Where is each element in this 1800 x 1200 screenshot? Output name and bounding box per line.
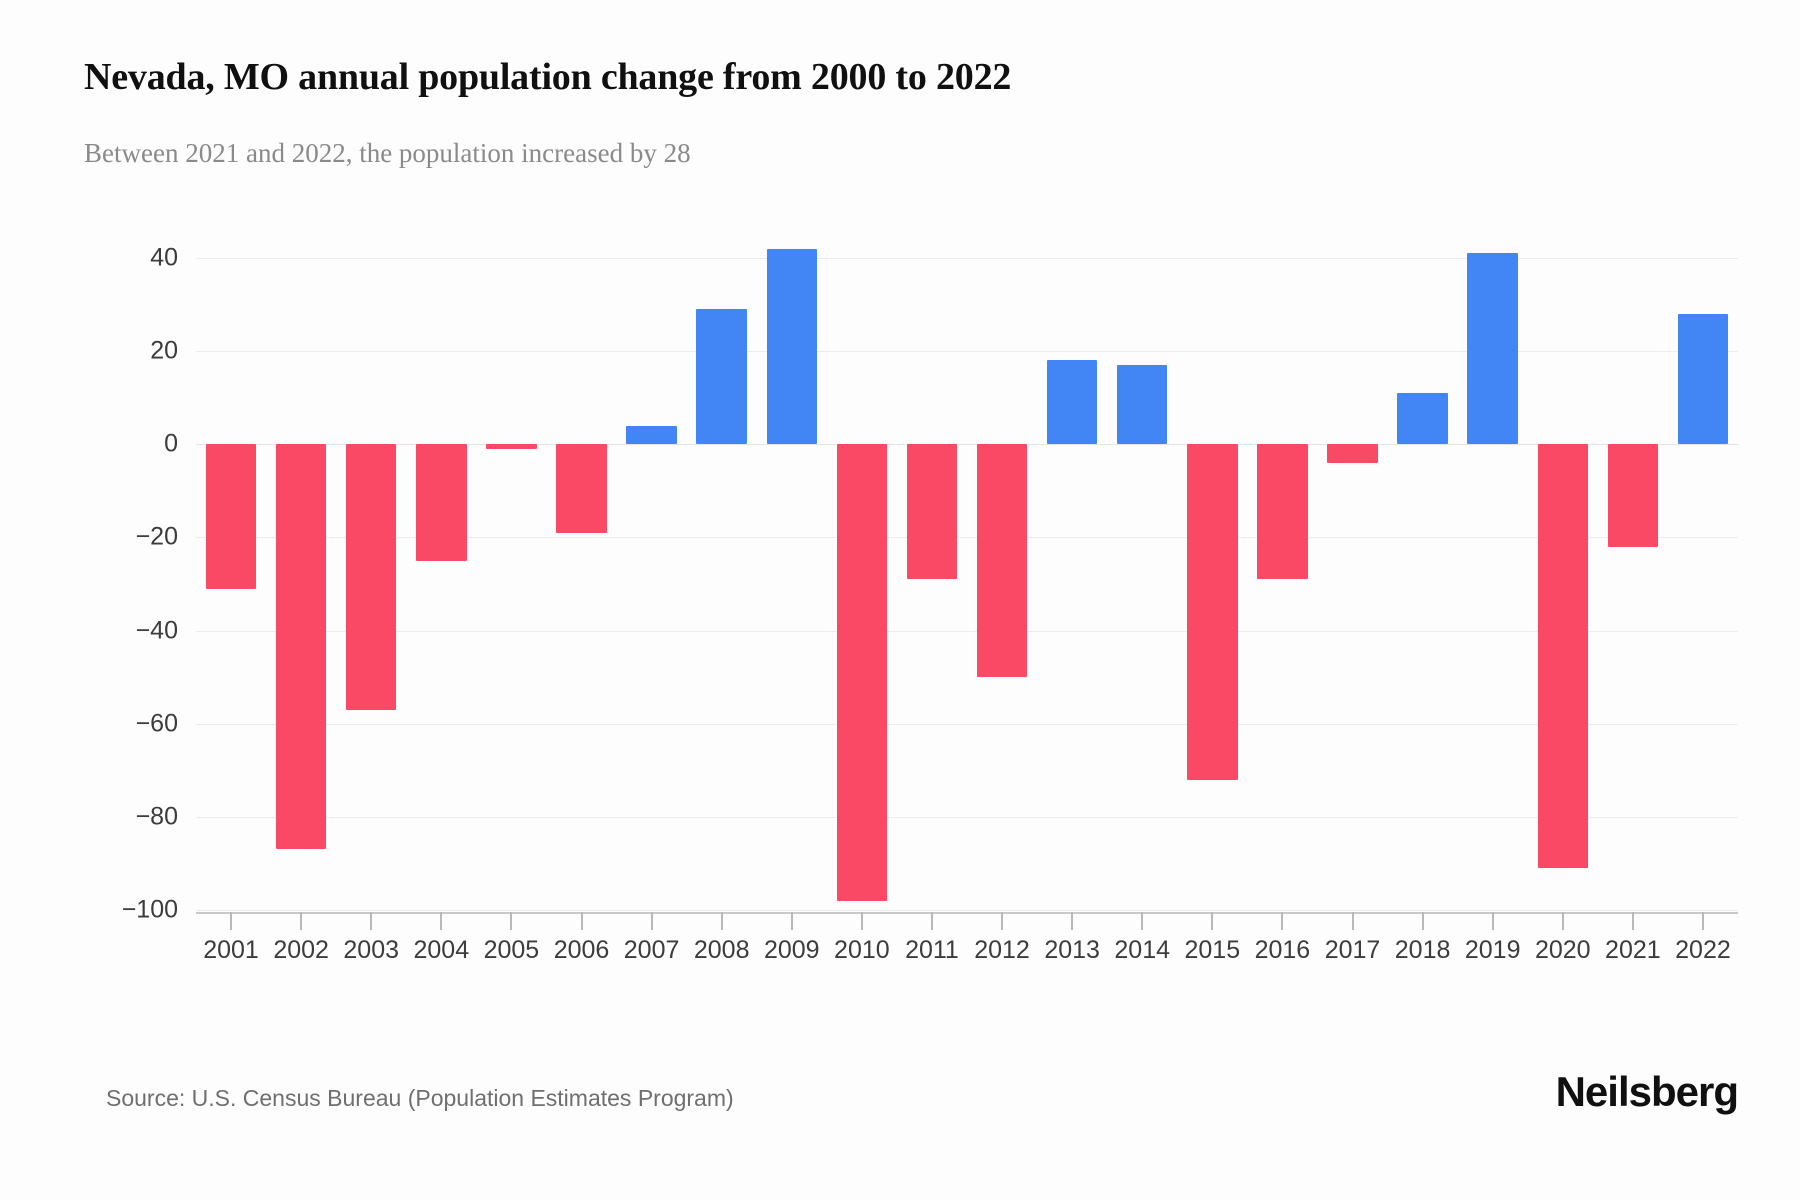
bar-2013[interactable] xyxy=(1046,360,1098,445)
x-axis-tick-label-2016: 2016 xyxy=(1254,936,1311,964)
gridline xyxy=(196,258,1738,259)
x-axis-tick-label-2004: 2004 xyxy=(413,936,470,964)
bar-2006[interactable] xyxy=(556,444,607,533)
x-axis-tick-label-2010: 2010 xyxy=(834,936,890,964)
bar-2004[interactable] xyxy=(416,444,467,561)
x-axis-tick-label-2005: 2005 xyxy=(483,936,540,964)
y-axis-tick-label: −40 xyxy=(135,616,178,645)
x-axis-tick-mark xyxy=(1631,912,1634,930)
bar-2012[interactable] xyxy=(976,444,1028,678)
bar-2002[interactable] xyxy=(275,444,327,850)
x-axis-tick-mark xyxy=(720,912,723,930)
plot-area xyxy=(196,248,1738,911)
x-axis-tick-label-2022: 2022 xyxy=(1675,936,1731,964)
bar-2009[interactable] xyxy=(766,248,817,445)
page-subtitle: Between 2021 and 2022, the population in… xyxy=(84,138,691,168)
x-axis-tick-mark xyxy=(580,912,583,930)
brand-logo: Neilsberg xyxy=(1555,1068,1739,1115)
x-axis-tick-mark xyxy=(1701,912,1704,930)
x-axis-tick-label-2014: 2014 xyxy=(1114,936,1171,964)
x-axis-tick-label-2011: 2011 xyxy=(905,936,959,964)
gridline xyxy=(196,537,1738,539)
x-axis-tick-label-2021: 2021 xyxy=(1605,936,1661,964)
bar-2014[interactable] xyxy=(1116,365,1168,445)
x-axis-tick-mark xyxy=(650,912,653,930)
bar-2007[interactable] xyxy=(626,425,677,445)
x-axis-line xyxy=(196,912,1738,914)
bar-2016[interactable] xyxy=(1257,444,1308,580)
x-axis-tick-label-2002: 2002 xyxy=(273,936,329,964)
gridline xyxy=(196,723,1738,725)
x-axis-tick-label-2009: 2009 xyxy=(763,936,820,964)
x-axis-tick-mark xyxy=(790,912,793,930)
x-axis-tick-label-2020: 2020 xyxy=(1534,936,1591,964)
bar-2022[interactable] xyxy=(1677,313,1729,445)
x-axis-tick-mark xyxy=(1001,912,1004,930)
gridline xyxy=(196,444,1738,446)
bar-2008[interactable] xyxy=(696,309,747,445)
x-axis-tick-label-2019: 2019 xyxy=(1464,936,1521,964)
x-axis-tick-mark xyxy=(1141,912,1144,930)
y-axis-tick-label: −80 xyxy=(135,802,178,831)
gridline xyxy=(196,351,1738,353)
bar-2005[interactable] xyxy=(486,444,537,449)
y-axis-tick-label: 20 xyxy=(150,336,178,365)
bar-2021[interactable] xyxy=(1607,444,1659,547)
x-axis-tick-label-2006: 2006 xyxy=(553,936,610,964)
x-axis-tick-mark xyxy=(510,912,513,930)
x-axis-tick-mark xyxy=(1421,912,1424,930)
y-axis-tick-label: −60 xyxy=(135,709,178,738)
bar-2001[interactable] xyxy=(205,444,257,589)
y-axis-tick-label: −100 xyxy=(121,895,178,924)
bar-2017[interactable] xyxy=(1327,444,1378,463)
x-axis-tick-mark xyxy=(300,912,303,930)
x-axis-tick-label-2012: 2012 xyxy=(974,936,1030,964)
source-note: Source: U.S. Census Bureau (Population E… xyxy=(106,1085,734,1111)
bar-2018[interactable] xyxy=(1397,393,1448,445)
gridline xyxy=(196,910,1738,911)
x-axis-tick-mark xyxy=(1561,912,1564,930)
y-axis-tick-label: 0 xyxy=(164,429,178,458)
x-axis-tick-mark xyxy=(930,912,933,930)
page-title: Nevada, MO annual population change from… xyxy=(84,56,1012,98)
bar-2019[interactable] xyxy=(1467,253,1518,445)
x-axis-tick-mark xyxy=(440,912,443,930)
bar-2015[interactable] xyxy=(1187,444,1238,780)
gridline xyxy=(196,630,1738,632)
x-axis-tick-mark xyxy=(1351,912,1354,930)
y-axis-tick-label: 40 xyxy=(150,243,178,272)
gridline xyxy=(196,816,1738,818)
x-axis-tick-label-2018: 2018 xyxy=(1394,936,1451,964)
x-axis-tick-mark xyxy=(1491,912,1494,930)
x-axis-tick-label-2015: 2015 xyxy=(1184,936,1241,964)
x-axis-tick-mark xyxy=(230,912,233,930)
x-axis-tick-mark xyxy=(1071,912,1074,930)
bar-2020[interactable] xyxy=(1537,444,1588,869)
bar-2003[interactable] xyxy=(345,444,397,710)
x-axis-tick-mark xyxy=(860,912,863,930)
x-axis-tick-label-2007: 2007 xyxy=(623,936,680,964)
x-axis-tick-mark xyxy=(370,912,373,930)
x-axis-tick-label-2008: 2008 xyxy=(693,936,750,964)
bar-2010[interactable] xyxy=(836,444,888,901)
bar-2011[interactable] xyxy=(906,444,958,580)
x-axis-tick-label-2003: 2003 xyxy=(343,936,400,964)
x-axis-tick-mark xyxy=(1211,912,1214,930)
x-axis-tick-label-2013: 2013 xyxy=(1044,936,1100,964)
x-axis-tick-mark xyxy=(1281,912,1284,930)
y-axis-tick-label: −20 xyxy=(135,522,178,551)
x-axis-tick-label-2001: 2001 xyxy=(203,936,259,964)
x-axis-tick-label-2017: 2017 xyxy=(1324,936,1381,964)
